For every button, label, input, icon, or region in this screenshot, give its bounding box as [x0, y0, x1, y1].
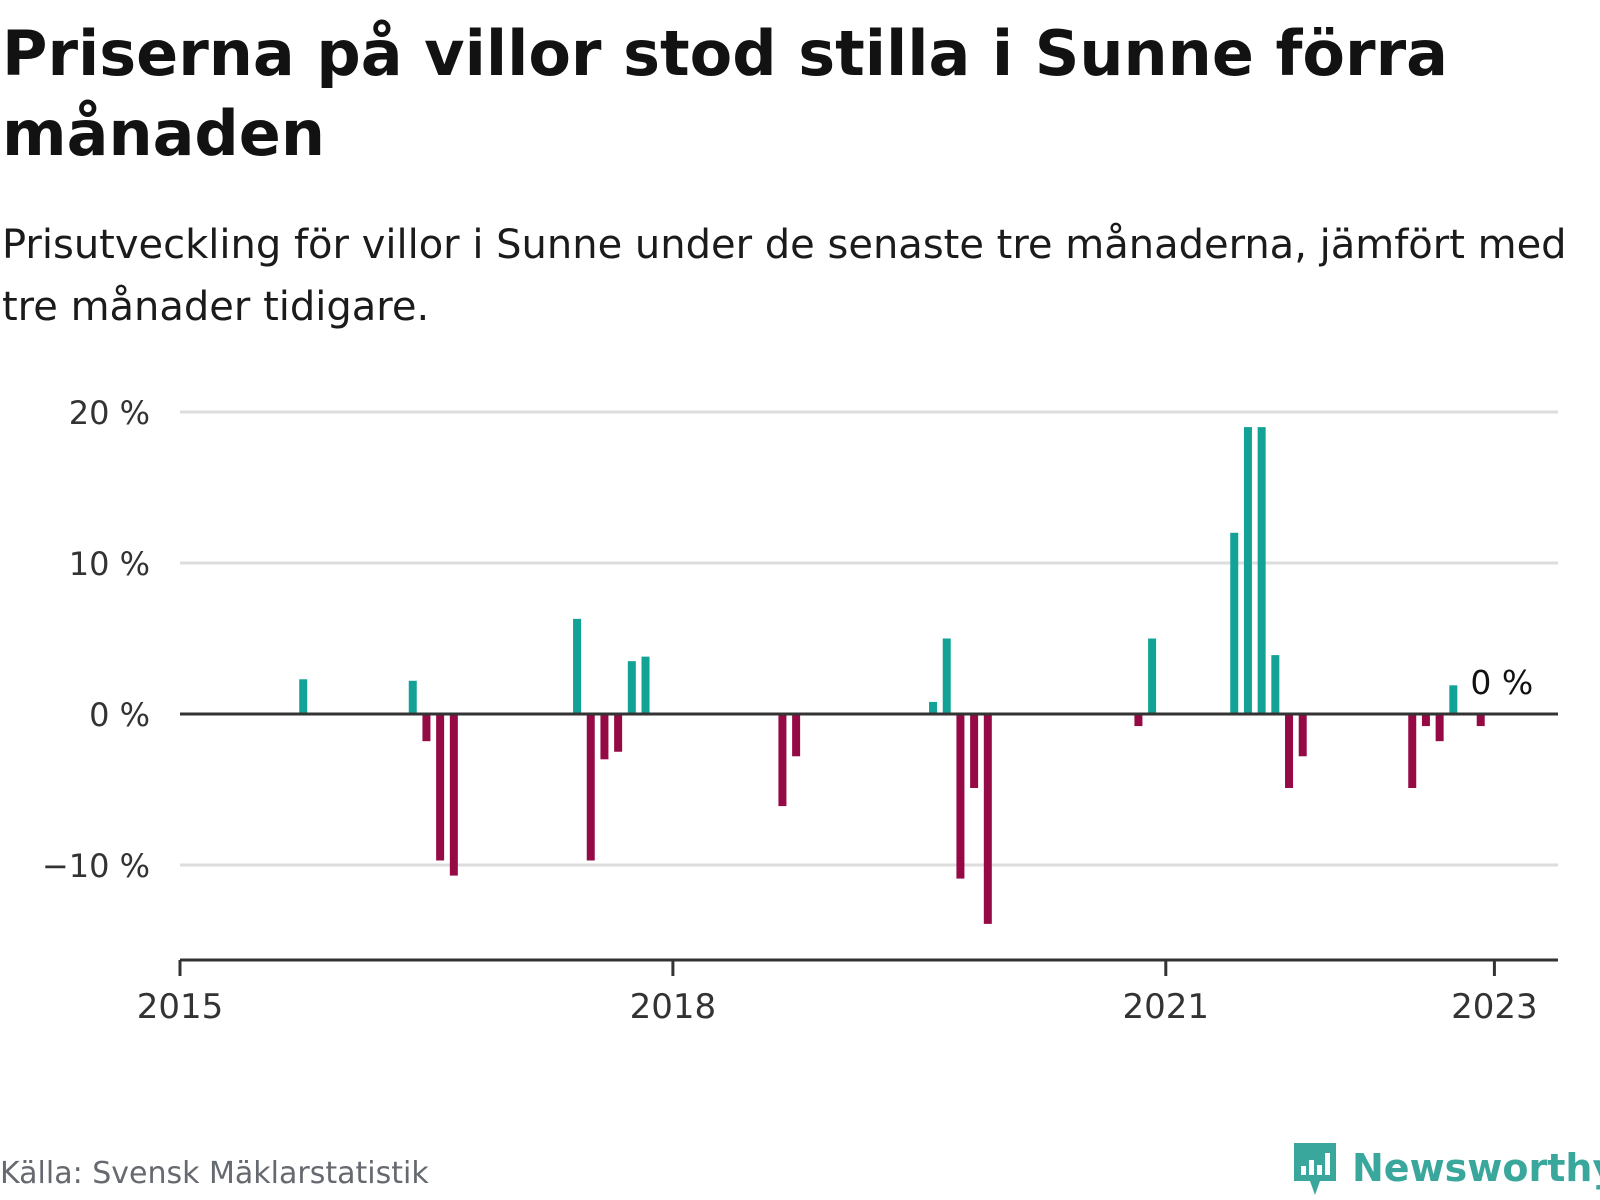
chart-title: Priserna på villor stod stilla i Sunne f… [2, 17, 1449, 170]
bar [1134, 714, 1143, 727]
bar [573, 618, 582, 714]
brand-name: Newsworthy [1352, 1146, 1600, 1190]
y-tick-label: 20 % [69, 394, 150, 432]
bars [299, 427, 1485, 924]
bar [956, 714, 965, 879]
bar [1298, 714, 1307, 757]
bar [792, 714, 801, 757]
x-tick-label: 2015 [137, 987, 224, 1027]
bar [408, 680, 417, 714]
bar [983, 714, 992, 924]
last-value-label: 0 % [1470, 663, 1533, 702]
bar [586, 714, 595, 861]
bar [422, 714, 431, 742]
source-note: Källa: Svensk Mäklarstatistik [0, 1156, 429, 1191]
y-tick-label: 10 % [69, 545, 150, 583]
bar [436, 714, 445, 861]
bar [1243, 427, 1252, 714]
bar [449, 714, 458, 876]
newsworthy-icon [1294, 1143, 1336, 1195]
newsworthy-logo: Newsworthy [1290, 1138, 1600, 1198]
bar [627, 661, 636, 714]
bar [778, 714, 787, 807]
x-axis-ticks: 2015 2018 2021 2023 [137, 960, 1538, 1027]
bar [600, 714, 609, 760]
gridlines [180, 410, 1558, 867]
bar [1230, 532, 1239, 714]
x-tick-label: 2021 [1123, 987, 1210, 1027]
y-tick-label: −10 % [42, 847, 150, 885]
x-tick-label: 2023 [1451, 987, 1538, 1027]
bar [1408, 714, 1417, 788]
bar [942, 638, 951, 714]
bar [1421, 714, 1430, 727]
bar [1257, 427, 1266, 714]
bar [1449, 685, 1458, 714]
bar [1285, 714, 1294, 788]
bar-chart: 20 % 10 % 0 % −10 % 2015 2018 2021 2023 0 % [42, 394, 1558, 1027]
bar [929, 701, 938, 714]
bar [1148, 638, 1157, 714]
x-tick-label: 2018 [630, 987, 717, 1027]
bar [614, 714, 623, 752]
y-tick-label: 0 % [89, 696, 150, 734]
chart-subtitle: Prisutveckling för villor i Sunne under … [2, 222, 1567, 330]
bar [1435, 714, 1444, 742]
bar [1476, 714, 1485, 727]
bar [641, 656, 650, 714]
y-axis-labels: 20 % 10 % 0 % −10 % [42, 394, 150, 885]
bar [970, 714, 979, 788]
bar [1271, 655, 1280, 714]
bar [299, 679, 308, 714]
